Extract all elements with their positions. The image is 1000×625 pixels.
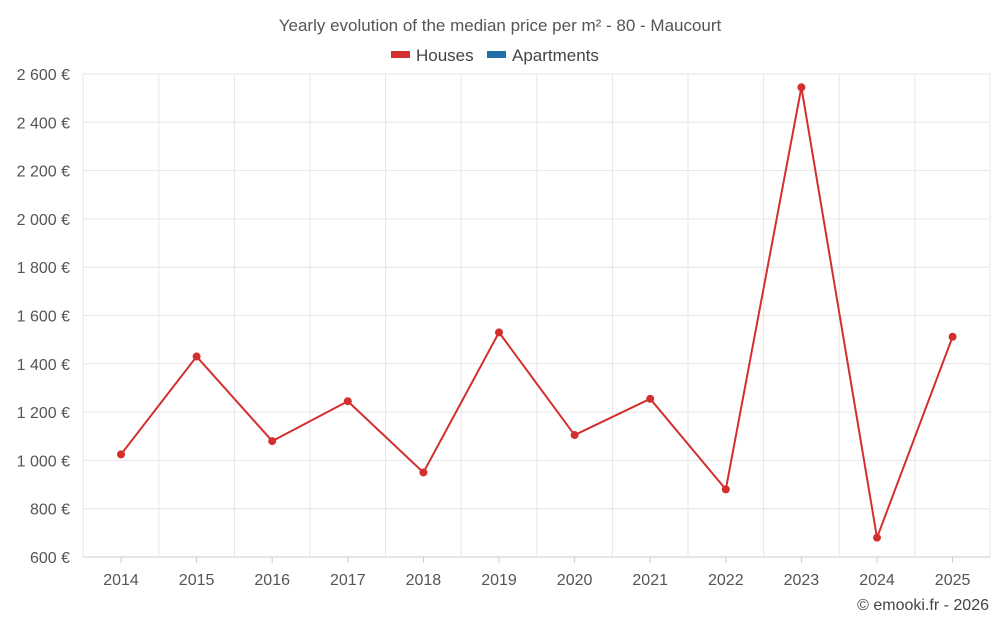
data-point[interactable] (570, 431, 579, 440)
data-point[interactable] (419, 468, 428, 477)
y-tick-label: 1 800 € (17, 260, 70, 277)
x-tick-label: 2025 (935, 572, 971, 589)
legend-swatch-apartments (487, 51, 506, 58)
series-line-houses (120, 86, 954, 539)
series-houses (117, 83, 957, 542)
x-tick-label: 2015 (179, 572, 215, 589)
data-point[interactable] (873, 533, 881, 542)
y-tick-label: 800 € (30, 502, 70, 519)
data-point[interactable] (192, 352, 201, 361)
x-tick-label: 2018 (406, 572, 442, 589)
x-tick-label: 2014 (103, 572, 139, 589)
x-tick-label: 2023 (784, 572, 820, 589)
y-tick-label: 2 000 € (17, 212, 70, 229)
y-tick-label: 1 000 € (17, 453, 70, 470)
y-axis: 600 € 800 € 1 000 € 1 200 € 1 400 € 1 600 € 1 … (17, 67, 70, 567)
legend: Houses Apartments (391, 46, 599, 65)
x-tick-label: 2019 (481, 572, 517, 589)
credit-text: © emooki.fr - 2026 (857, 597, 989, 614)
data-point[interactable] (797, 83, 806, 92)
x-tick-label: 2017 (330, 572, 366, 589)
legend-swatch-houses (391, 51, 410, 58)
chart-title: Yearly evolution of the median price per… (279, 16, 722, 35)
data-point[interactable] (343, 397, 352, 406)
y-tick-label: 1 400 € (17, 357, 70, 374)
legend-label-apartments[interactable]: Apartments (512, 46, 599, 65)
y-tick-label: 1 600 € (17, 309, 70, 326)
y-tick-label: 600 € (30, 550, 70, 567)
y-tick-label: 2 600 € (17, 67, 70, 84)
y-tick-label: 1 200 € (17, 405, 70, 422)
data-point[interactable] (117, 450, 125, 459)
data-point[interactable] (948, 332, 957, 341)
y-tick-label: 2 200 € (17, 164, 70, 181)
x-tick-label: 2022 (708, 572, 744, 589)
legend-label-houses[interactable]: Houses (416, 46, 474, 65)
data-point[interactable] (646, 394, 655, 403)
x-axis: 2014 2015 2016 2017 2018 2019 2020 2021 2022 2023… (103, 557, 970, 589)
y-tick-label: 2 400 € (17, 115, 70, 132)
x-tick-label: 2020 (557, 572, 593, 589)
x-tick-label: 2021 (632, 572, 668, 589)
data-point[interactable] (495, 328, 503, 337)
data-point[interactable] (268, 437, 277, 446)
grid (82, 73, 991, 558)
data-point[interactable] (721, 485, 730, 494)
x-tick-label: 2016 (254, 572, 290, 589)
x-tick-label: 2024 (859, 572, 895, 589)
